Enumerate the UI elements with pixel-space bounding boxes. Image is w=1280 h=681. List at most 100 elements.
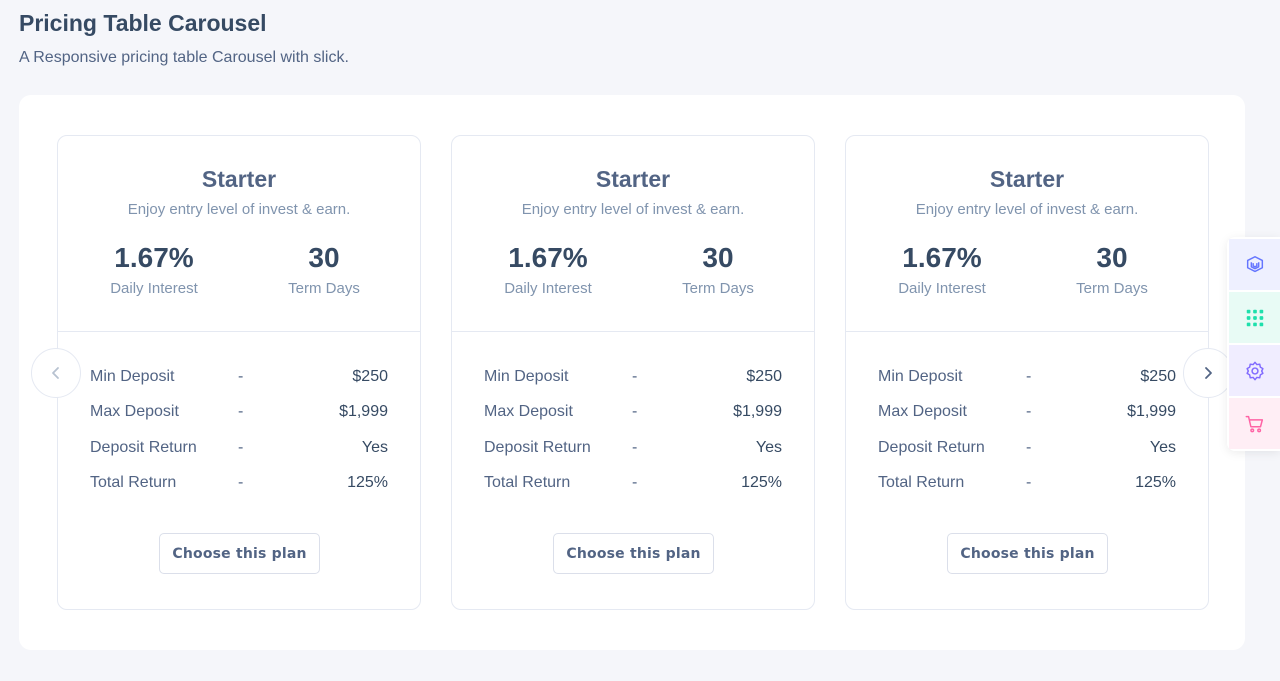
stat-value: 1.67% <box>114 242 194 273</box>
grid-dots-icon <box>1246 309 1263 326</box>
stat-label: Term Days <box>682 280 754 297</box>
detail-row: Total Return - 125% <box>484 474 782 509</box>
detail-separator: - <box>632 473 638 491</box>
layers-icon <box>1246 255 1263 272</box>
detail-separator: - <box>1026 438 1032 456</box>
detail-label: Deposit Return <box>484 438 591 456</box>
plan-header: Starter Enjoy entry level of invest & ea… <box>452 136 814 332</box>
stat-label: Daily Interest <box>110 280 198 297</box>
detail-row: Max Deposit - $1,999 <box>878 403 1176 438</box>
page-title: Pricing Table Carousel <box>19 10 267 36</box>
detail-row: Total Return - 125% <box>878 474 1176 509</box>
term-days-stat: 30 Term Days <box>244 240 404 297</box>
detail-separator: - <box>632 438 638 456</box>
detail-row: Deposit Return - Yes <box>878 439 1176 474</box>
detail-separator: - <box>1026 473 1032 491</box>
plan-description: Enjoy entry level of invest & earn. <box>127 201 351 218</box>
plan-details: Min Deposit - $250 Max Deposit - $1,999 Depo… <box>878 368 1176 509</box>
daily-interest-stat: 1.67% Daily Interest <box>74 240 234 297</box>
detail-separator: - <box>632 403 638 421</box>
detail-value: $1,999 <box>339 403 388 421</box>
plan-title: Starter <box>201 166 277 192</box>
detail-value: Yes <box>1149 438 1176 456</box>
detail-label: Max Deposit <box>90 403 179 421</box>
choose-plan-button[interactable]: Choose this plan <box>947 533 1108 574</box>
plan-header: Starter Enjoy entry level of invest & ea… <box>58 136 420 332</box>
plan-details: Min Deposit - $250 Max Deposit - $1,999 Depo… <box>90 368 388 509</box>
detail-value: Yes <box>361 438 388 456</box>
detail-label: Min Deposit <box>484 368 569 385</box>
detail-separator: - <box>238 368 244 385</box>
stat-value: 30 <box>308 242 340 273</box>
detail-label: Min Deposit <box>878 368 963 385</box>
detail-value: $250 <box>746 368 782 385</box>
detail-label: Min Deposit <box>90 368 175 385</box>
detail-value: $250 <box>1140 368 1176 385</box>
plan-details: Min Deposit - $250 Max Deposit - $1,999 Depo… <box>484 368 782 509</box>
detail-label: Total Return <box>878 473 965 491</box>
detail-row: Min Deposit - $250 <box>90 368 388 403</box>
page-subtitle: A Responsive pricing table Carousel with… <box>19 49 349 66</box>
detail-row: Min Deposit - $250 <box>878 368 1176 403</box>
stat-label: Daily Interest <box>898 280 986 297</box>
pricing-carousel: Starter Enjoy entry level of invest & ea… <box>19 95 1245 650</box>
choose-plan-button[interactable]: Choose this plan <box>553 533 714 574</box>
plan-card: Starter Enjoy entry level of invest & ea… <box>57 135 421 610</box>
stat-label: Term Days <box>1076 280 1148 297</box>
daily-interest-stat: 1.67% Daily Interest <box>468 240 628 297</box>
dock-layers-button[interactable] <box>1229 239 1280 290</box>
detail-label: Deposit Return <box>90 438 197 456</box>
detail-row: Max Deposit - $1,999 <box>90 403 388 438</box>
detail-row: Min Deposit - $250 <box>484 368 782 403</box>
carousel-prev-button[interactable] <box>31 348 81 398</box>
gear-icon <box>1245 361 1264 380</box>
detail-label: Max Deposit <box>484 403 573 421</box>
cart-icon <box>1245 415 1263 432</box>
detail-separator: - <box>1026 368 1032 385</box>
stat-value: 30 <box>702 242 734 273</box>
term-days-stat: 30 Term Days <box>1032 240 1192 297</box>
stat-label: Daily Interest <box>504 280 592 297</box>
detail-value: Yes <box>755 438 782 456</box>
detail-value: $250 <box>352 368 388 385</box>
detail-separator: - <box>238 438 244 456</box>
chevron-left-icon <box>52 367 59 379</box>
plan-header: Starter Enjoy entry level of invest & ea… <box>846 136 1208 332</box>
dock-cart-button[interactable] <box>1229 398 1280 449</box>
dock-apps-button[interactable] <box>1229 292 1280 343</box>
plan-description: Enjoy entry level of invest & earn. <box>915 201 1139 218</box>
daily-interest-stat: 1.67% Daily Interest <box>862 240 1022 297</box>
plan-card: Starter Enjoy entry level of invest & ea… <box>845 135 1209 610</box>
detail-separator: - <box>238 403 244 421</box>
detail-separator: - <box>238 473 244 491</box>
detail-label: Total Return <box>484 473 571 491</box>
chevron-right-icon <box>1205 367 1212 379</box>
term-days-stat: 30 Term Days <box>638 240 798 297</box>
detail-row: Max Deposit - $1,999 <box>484 403 782 438</box>
carousel-next-button[interactable] <box>1183 348 1233 398</box>
plan-card: Starter Enjoy entry level of invest & ea… <box>451 135 815 610</box>
detail-row: Deposit Return - Yes <box>484 439 782 474</box>
stat-value: 1.67% <box>902 242 982 273</box>
detail-separator: - <box>632 368 638 385</box>
stat-label: Term Days <box>288 280 360 297</box>
detail-value: 125% <box>347 473 388 491</box>
detail-value: $1,999 <box>1127 403 1176 421</box>
detail-value: 125% <box>741 473 782 491</box>
stat-value: 30 <box>1096 242 1128 273</box>
plan-description: Enjoy entry level of invest & earn. <box>521 201 745 218</box>
choose-plan-button[interactable]: Choose this plan <box>159 533 320 574</box>
detail-value: $1,999 <box>733 403 782 421</box>
detail-value: 125% <box>1135 473 1176 491</box>
plan-title: Starter <box>989 166 1065 192</box>
dock-settings-button[interactable] <box>1229 345 1280 396</box>
stat-value: 1.67% <box>508 242 588 273</box>
detail-label: Total Return <box>90 473 177 491</box>
side-dock <box>1227 237 1280 451</box>
detail-row: Total Return - 125% <box>90 474 388 509</box>
detail-label: Deposit Return <box>878 438 985 456</box>
detail-separator: - <box>1026 403 1032 421</box>
detail-row: Deposit Return - Yes <box>90 439 388 474</box>
plan-title: Starter <box>595 166 671 192</box>
detail-label: Max Deposit <box>878 403 967 421</box>
